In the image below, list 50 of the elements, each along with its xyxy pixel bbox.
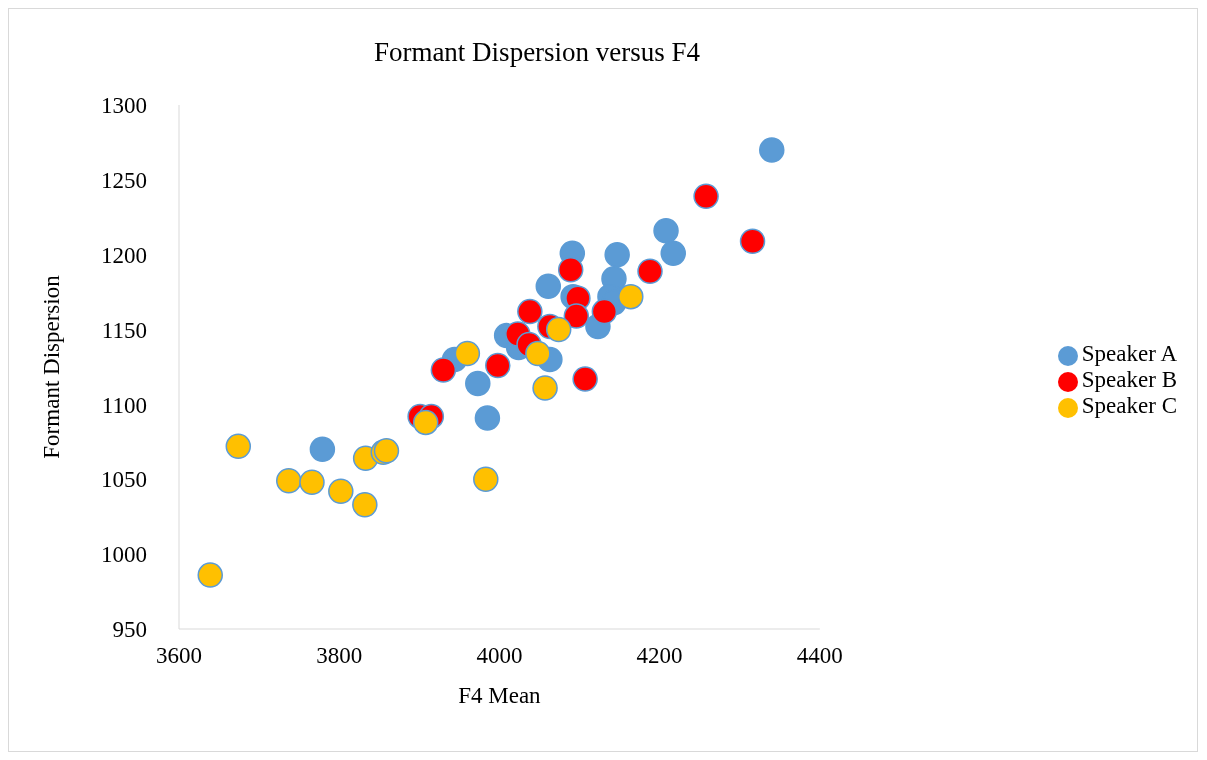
point (637, 258, 663, 284)
x-tick-label: 4200 (636, 643, 683, 669)
point (197, 562, 223, 588)
point (525, 340, 551, 367)
point (473, 466, 499, 493)
y-axis-title: Formant Dispersion (39, 274, 65, 459)
point (572, 366, 598, 392)
point (693, 183, 719, 210)
point (430, 357, 457, 383)
legend-label: Speaker A (1081, 341, 1177, 366)
y-tick-label: 1250 (101, 168, 147, 194)
point (739, 228, 766, 254)
point (618, 283, 644, 310)
point (557, 256, 584, 283)
x-tick-label: 3600 (156, 643, 202, 669)
point (328, 478, 354, 505)
y-tick-label: 1100 (101, 392, 147, 418)
point (653, 218, 679, 244)
point (604, 241, 630, 268)
x-tick-label: 3800 (316, 643, 363, 669)
point (454, 340, 481, 367)
point (474, 405, 501, 431)
legend-label: Speaker C (1081, 393, 1177, 418)
point (535, 273, 562, 299)
point (299, 469, 325, 496)
point (563, 303, 590, 329)
point (485, 352, 511, 379)
point (465, 370, 491, 397)
y-tick-label: 1050 (101, 467, 147, 493)
point (660, 240, 686, 266)
point (275, 468, 302, 494)
point (309, 436, 336, 463)
x-tick-label: 4000 (476, 643, 523, 669)
point (545, 316, 572, 343)
y-tick-label: 1150 (101, 317, 147, 343)
point (517, 298, 543, 325)
y-tick-label: 1000 (101, 542, 147, 568)
point (532, 375, 558, 401)
y-tick-label: 1300 (101, 93, 147, 119)
point (591, 298, 618, 325)
point (225, 433, 252, 460)
x-axis-title: F4 Mean (458, 683, 542, 709)
point (759, 137, 785, 163)
y-tick-label: 950 (112, 617, 147, 643)
legend-label: Speaker B (1081, 367, 1177, 392)
point (412, 409, 439, 436)
y-tick-label: 1200 (101, 242, 147, 268)
chart-title: Formant Dispersion versus F4 (372, 37, 702, 68)
x-tick-label: 4400 (796, 643, 843, 669)
point (352, 491, 378, 518)
